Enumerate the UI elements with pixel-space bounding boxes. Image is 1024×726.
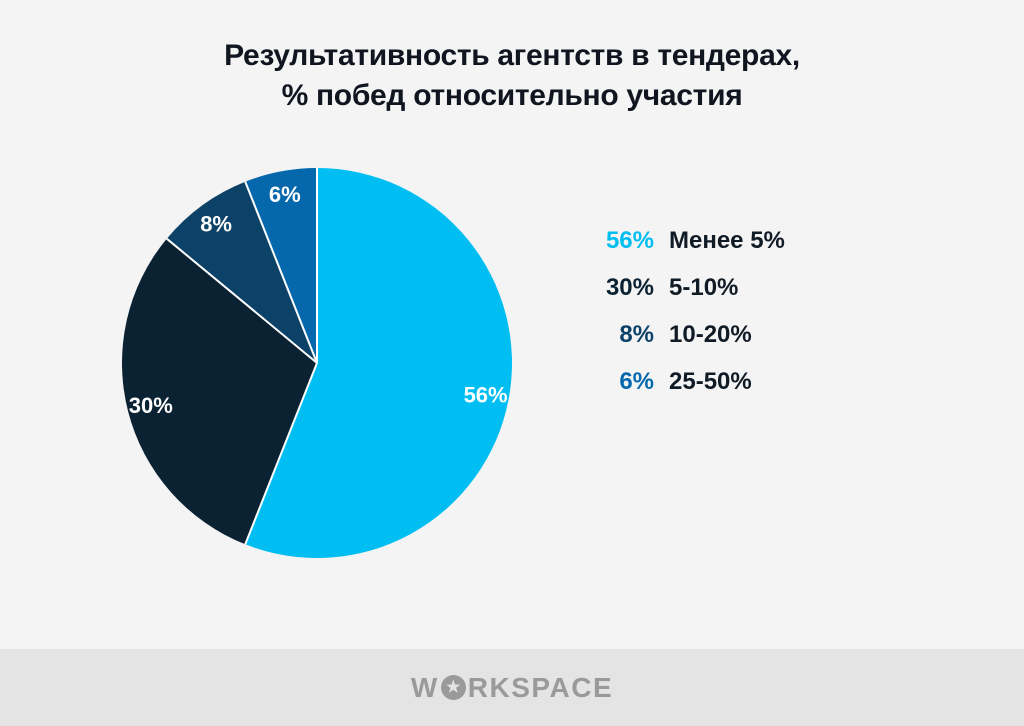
pie-chart-svg: 56% 30% 8% 6% [122,168,512,558]
logo-text-after: RKSPACE [467,671,614,703]
pie-slice-label: 30% [129,393,173,418]
footer-band: W ★ RKSPACE [0,649,1024,726]
legend-item: 6% 25-50% [592,369,785,394]
slice-divider-line [244,181,318,364]
chart-title: Результативность агентств в тендерах, % … [0,36,1024,116]
legend-label: 5-10% [669,274,739,301]
star-in-circle-icon: ★ [440,675,466,700]
legend-value: 56% [605,227,654,254]
slice-divider-line [166,237,318,364]
pie-slice-label: 8% [200,212,232,237]
pie-slice-1 [245,168,512,558]
pie-slice-label: 56% [464,383,508,408]
legend-value: 30% [605,274,654,301]
pie-slice-4 [245,168,317,363]
pie-slice-2 [122,238,317,545]
chart-title-line-1: Результативность агентств в тендерах, [224,39,800,72]
chart-title-line-2: % побед относительно участия [281,79,743,112]
pie-slice-3 [166,181,317,363]
logo-text-before: W [410,671,439,703]
legend-label: 10-20% [669,321,752,348]
legend-item: 8% 10-20% [592,322,785,347]
slice-divider-line [244,362,318,545]
legend-value: 8% [619,321,654,348]
workspace-logo: W ★ RKSPACE [411,672,613,704]
legend-label: 25-50% [669,368,752,395]
legend-item: 56% Менее 5% [592,228,785,253]
legend-label: Менее 5% [669,227,785,254]
legend-item: 30% 5-10% [592,275,785,300]
legend-value: 6% [619,368,654,395]
pie-chart: 56% 30% 8% 6% [122,168,512,558]
chart-legend: 56% Менее 5% 30% 5-10% 8% 10-20% 6% 25-5… [592,228,785,394]
pie-slice-label: 6% [269,182,301,207]
